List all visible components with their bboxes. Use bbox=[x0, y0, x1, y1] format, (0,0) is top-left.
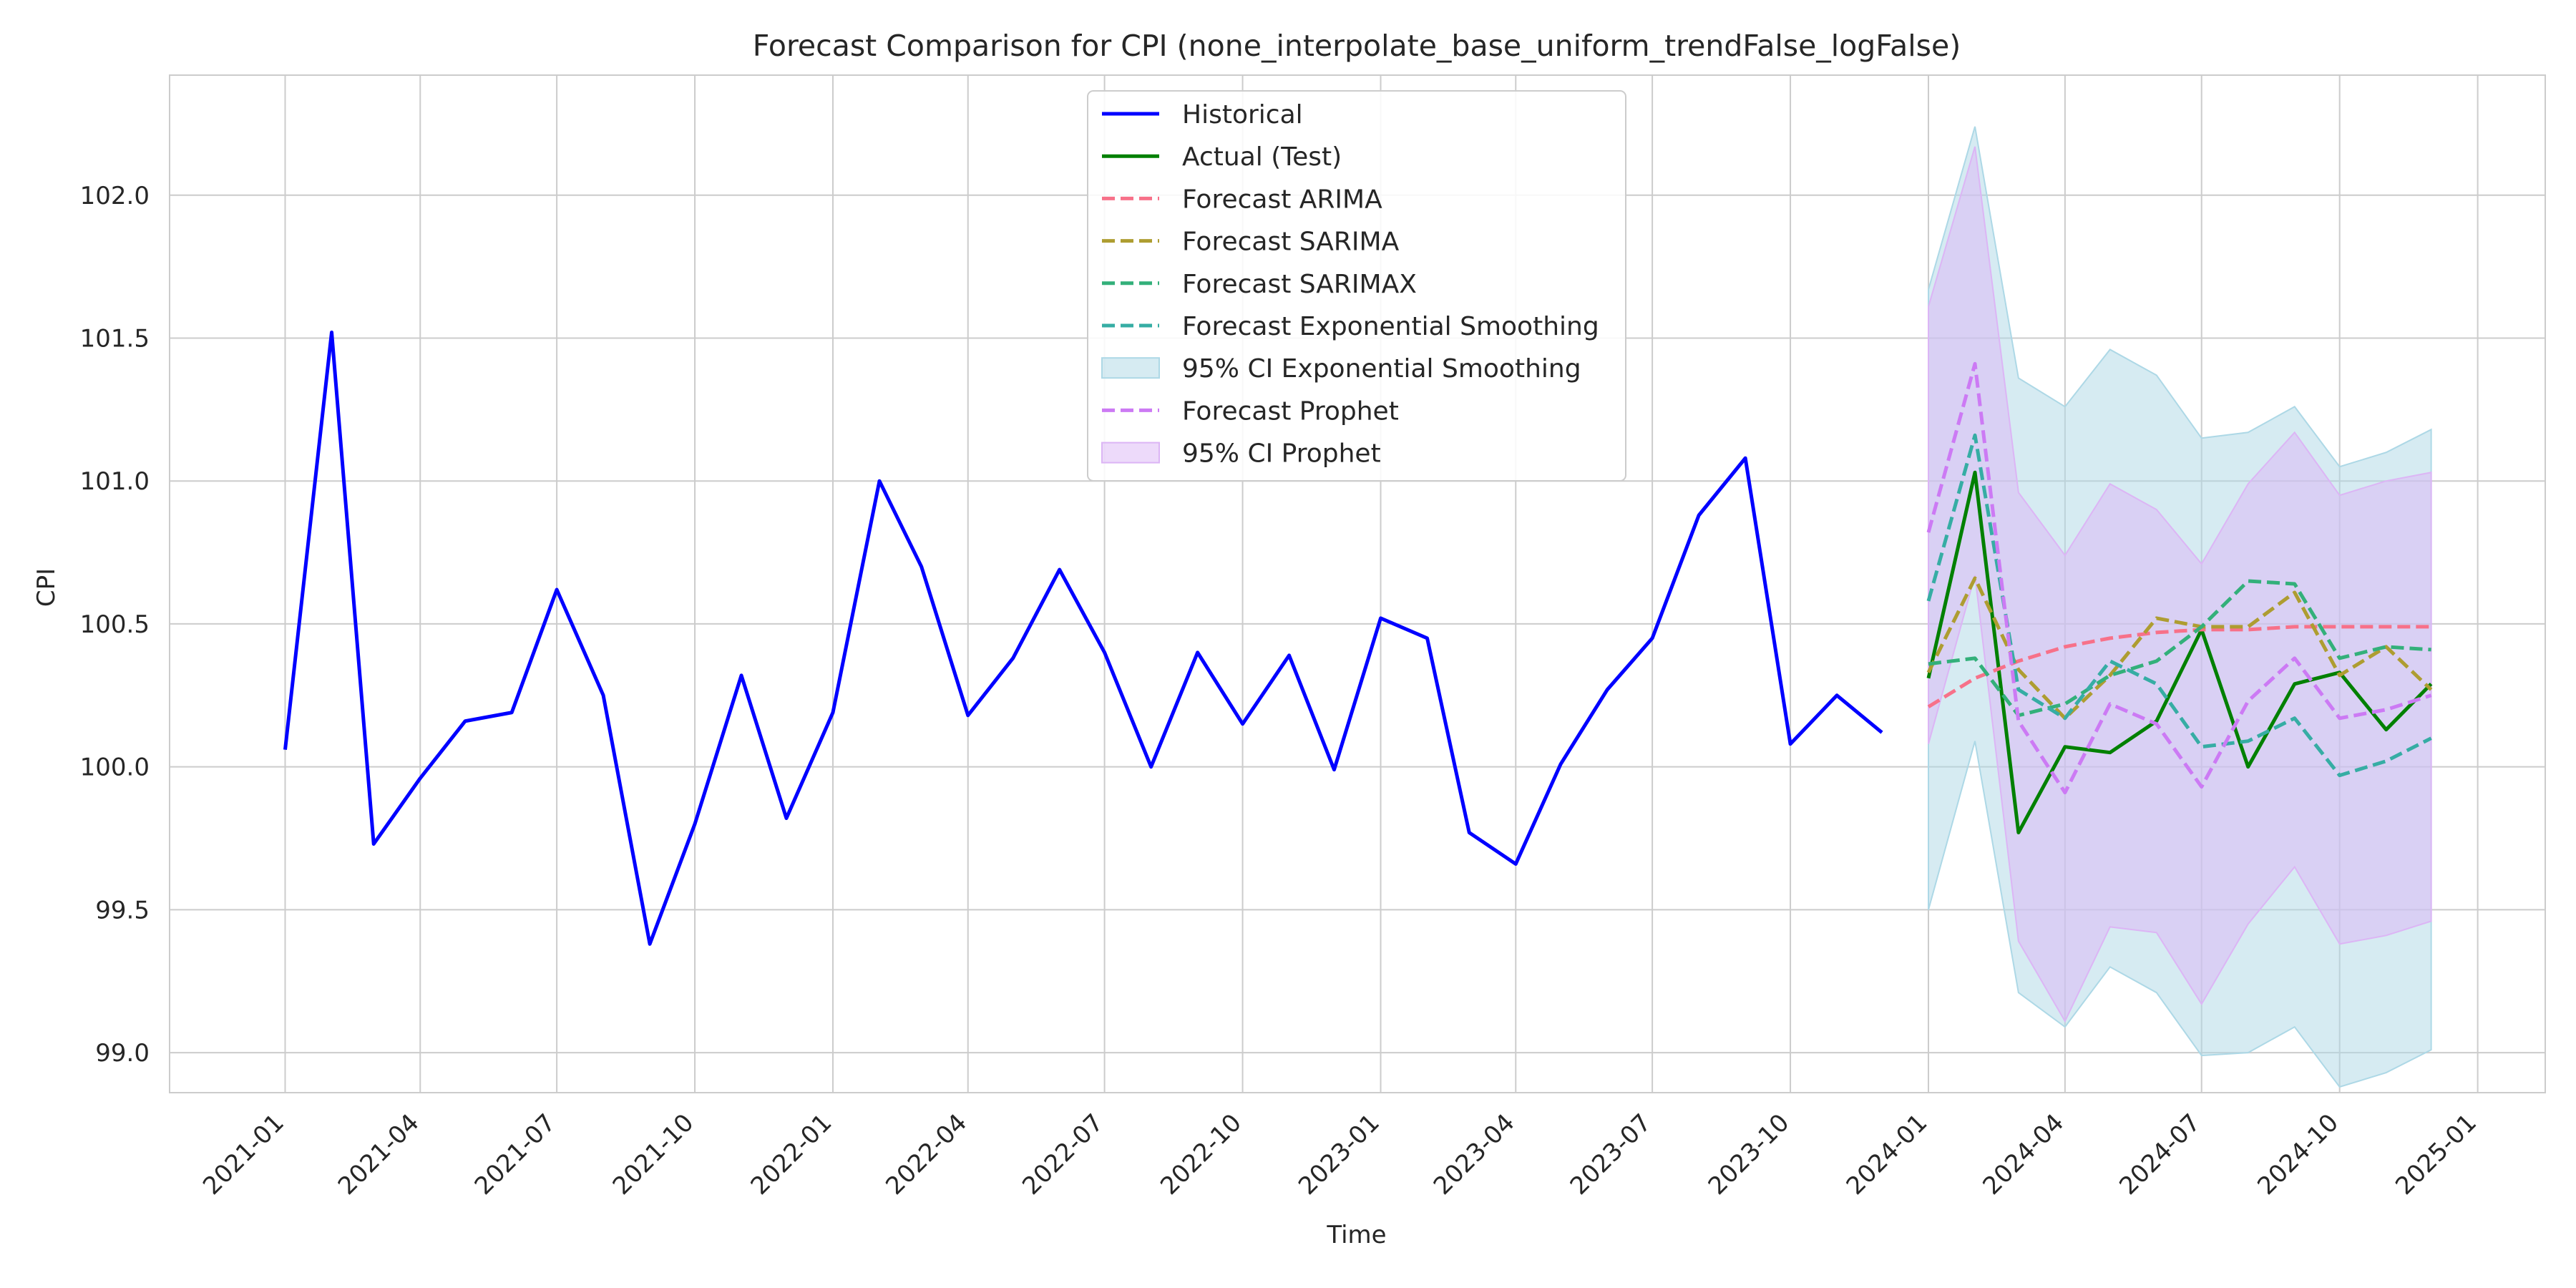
x-tick-label: 2024-07 bbox=[2114, 1108, 2206, 1201]
x-tick-label: 2023-04 bbox=[1428, 1108, 1521, 1201]
legend-label: 95% CI Exponential Smoothing bbox=[1182, 354, 1581, 384]
line-forecast-sarimax bbox=[1928, 579, 2431, 718]
x-tick-label: 2021-07 bbox=[469, 1108, 562, 1201]
x-tick-label: 2022-04 bbox=[880, 1108, 972, 1201]
legend-label: Forecast SARIMAX bbox=[1182, 270, 1417, 299]
legend-label: Forecast SARIMA bbox=[1182, 228, 1400, 257]
plot-frame bbox=[169, 74, 2546, 1093]
y-tick-label: 100.5 bbox=[80, 610, 150, 639]
y-tick-label: 101.0 bbox=[80, 467, 150, 496]
x-tick-label: 2025-01 bbox=[2390, 1108, 2482, 1201]
legend-label: Actual (Test) bbox=[1182, 142, 1342, 172]
legend-label: 95% CI Prophet bbox=[1182, 439, 1381, 469]
series-lines bbox=[283, 330, 2433, 946]
legend-label: Forecast Prophet bbox=[1182, 396, 1399, 426]
x-tick-label: 2023-10 bbox=[1703, 1108, 1795, 1201]
x-axis-label: Time bbox=[1326, 1221, 1386, 1249]
x-tick-label: 2022-01 bbox=[746, 1108, 838, 1201]
y-axis-ticks: 99.0 99.5 100.0 100.5 101.0 101.5 102.0 bbox=[80, 182, 150, 1068]
x-axis-ticks: 2021-01 2021-04 2021-07 2021-10 2022-01 2022-… bbox=[197, 1108, 2482, 1201]
line-forecast-exponential-smoothing bbox=[1926, 433, 2432, 778]
x-tick-label: 2023-01 bbox=[1293, 1108, 1385, 1201]
line-forecast-prophet bbox=[1926, 361, 2432, 795]
x-tick-label: 2021-01 bbox=[197, 1108, 290, 1201]
x-tick-label: 2023-07 bbox=[1565, 1108, 1657, 1201]
legend-swatch bbox=[1101, 441, 1160, 464]
y-tick-label: 100.0 bbox=[80, 753, 150, 782]
legend-box bbox=[1087, 90, 1626, 482]
y-tick-label: 99.5 bbox=[95, 896, 150, 924]
line-historical bbox=[283, 330, 1883, 946]
y-tick-label: 102.0 bbox=[80, 182, 150, 210]
x-tick-label: 2021-10 bbox=[608, 1108, 700, 1201]
x-tick-label: 2022-10 bbox=[1155, 1108, 1247, 1201]
y-tick-label: 101.5 bbox=[80, 324, 150, 353]
legend: Historical Actual (Test) Forecast ARIMA For… bbox=[1087, 90, 1626, 482]
y-axis-label: CPI bbox=[32, 568, 61, 607]
legend-label: Forecast ARIMA bbox=[1182, 185, 1382, 214]
line-actual-test bbox=[1926, 470, 2433, 835]
legend-label: Historical bbox=[1182, 100, 1303, 130]
x-tick-label: 2024-04 bbox=[1977, 1108, 2069, 1201]
x-tick-label: 2021-04 bbox=[333, 1108, 425, 1201]
legend-swatch bbox=[1101, 357, 1160, 379]
x-tick-label: 2024-01 bbox=[1841, 1108, 1933, 1201]
band-95-ci-prophet bbox=[1928, 146, 2432, 1023]
legend-label: Forecast Exponential Smoothing bbox=[1182, 312, 1599, 341]
confidence-bands bbox=[1928, 126, 2432, 1088]
y-tick-label: 99.0 bbox=[95, 1039, 150, 1068]
x-tick-label: 2022-07 bbox=[1017, 1108, 1109, 1201]
chart-title: Forecast Comparison for CPI (none_interp… bbox=[753, 29, 1961, 63]
x-tick-label: 2024-10 bbox=[2252, 1108, 2344, 1201]
